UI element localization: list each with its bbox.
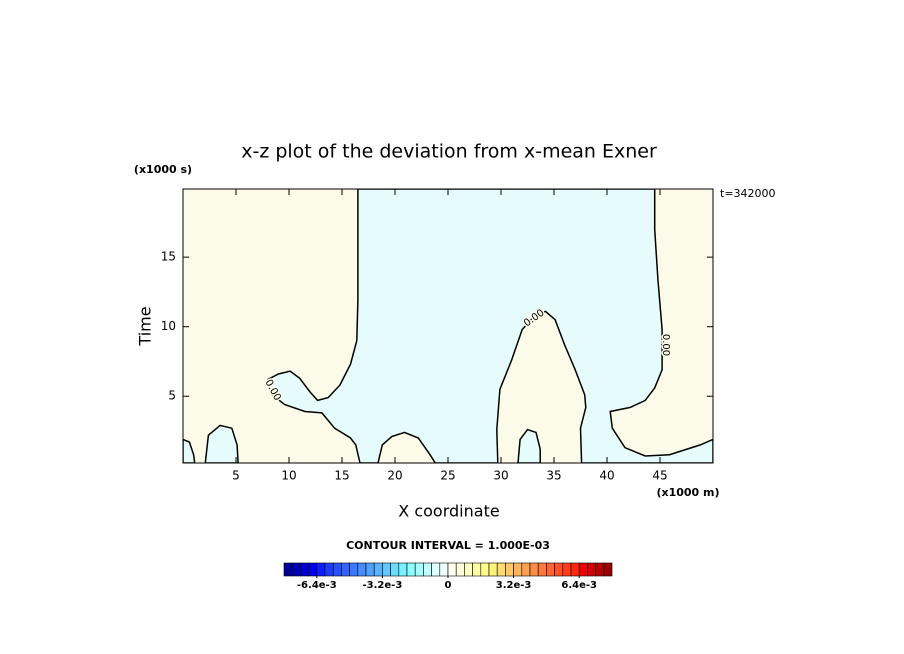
colorbar-box	[603, 562, 613, 577]
plot-area	[183, 189, 713, 463]
colorbar-tick-label: 6.4e-3	[561, 580, 597, 591]
x-tick-label: 20	[387, 469, 402, 483]
colorbar-box	[341, 562, 350, 577]
colorbar-box	[472, 562, 482, 577]
x-unit: (x1000 m)	[656, 486, 719, 499]
x-tick-label: 5	[232, 469, 240, 483]
x-tick-label: 30	[493, 469, 508, 483]
colorbar-box	[464, 562, 473, 577]
colorbar-box	[546, 562, 555, 577]
colorbar-tick-label: 3.2e-3	[496, 580, 532, 591]
colorbar-box	[373, 562, 383, 577]
colorbar-tick-label: -3.2e-3	[363, 580, 403, 591]
colorbar-title: CONTOUR INTERVAL = 1.000E-03	[346, 539, 550, 552]
colorbar-box	[365, 562, 375, 577]
colorbar-tick-label: -6.4e-3	[297, 580, 337, 591]
colorbar-box	[357, 562, 367, 577]
colorbar-box	[554, 562, 564, 577]
x-tick-label: 40	[599, 469, 614, 483]
colorbar-box	[521, 562, 531, 577]
colorbar-box	[488, 562, 498, 577]
chart-title: x-z plot of the deviation from x-mean Ex…	[241, 141, 657, 163]
colorbar-box	[562, 562, 572, 577]
contour-region	[204, 424, 239, 463]
time-label: t=342000	[720, 187, 776, 200]
y-tick-label: 15	[161, 250, 176, 264]
colorbar-box	[308, 562, 318, 577]
colorbar-box	[431, 562, 441, 577]
colorbar-box	[283, 562, 293, 577]
colorbar-box	[324, 562, 334, 577]
contour-region	[517, 428, 541, 463]
colorbar-box	[455, 562, 465, 577]
colorbar-box	[513, 562, 523, 577]
colorbar-box	[439, 562, 449, 577]
colorbar-box	[447, 562, 457, 577]
y-tick-label: 10	[161, 319, 176, 333]
x-axis-label: X coordinate	[398, 502, 499, 521]
colorbar-box	[505, 562, 514, 577]
colorbar-box	[332, 562, 342, 577]
colorbar-box	[349, 562, 359, 577]
colorbar-box	[316, 562, 326, 577]
colorbar-box	[382, 562, 391, 577]
colorbar-box	[423, 562, 432, 577]
x-tick-label: 45	[652, 469, 667, 483]
y-tick-label: 5	[168, 389, 176, 403]
colorbar-box	[587, 562, 596, 577]
x-tick-label: 35	[546, 469, 561, 483]
colorbar-box	[291, 562, 301, 577]
colorbar-box	[496, 562, 506, 577]
y-unit: (x1000 s)	[134, 163, 192, 176]
colorbar-box	[570, 562, 580, 577]
contour-region	[183, 438, 196, 463]
x-tick-label: 10	[281, 469, 296, 483]
colorbar-box	[390, 562, 400, 577]
colorbar-box	[537, 562, 547, 577]
colorbar-box	[414, 562, 424, 577]
colorbar-tick-label: 0	[445, 580, 452, 591]
colorbar-box	[578, 562, 588, 577]
colorbar-box	[398, 562, 408, 577]
colorbar-box	[595, 562, 605, 577]
colorbar-box	[300, 562, 309, 577]
x-tick-label: 25	[440, 469, 455, 483]
contour-region	[266, 189, 713, 463]
x-tick-label: 15	[334, 469, 349, 483]
colorbar-box	[529, 562, 539, 577]
contour-label: 0.00	[660, 334, 671, 356]
y-axis-label: Time	[136, 306, 155, 346]
colorbar-box	[406, 562, 416, 577]
colorbar-box	[480, 562, 490, 577]
